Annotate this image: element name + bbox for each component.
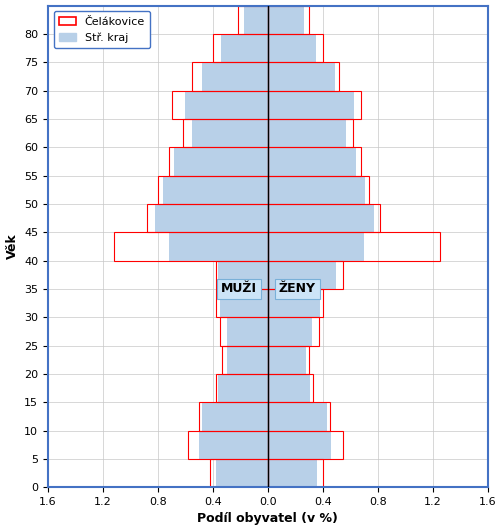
Bar — [215, 289, 267, 317]
Bar — [267, 459, 317, 487]
Bar — [192, 119, 267, 147]
Text: ŽENY: ŽENY — [278, 282, 315, 295]
Bar — [201, 62, 267, 91]
X-axis label: Podíl obyvatel (v %): Podíl obyvatel (v %) — [197, 512, 338, 526]
Bar — [114, 232, 267, 261]
Bar — [267, 232, 439, 261]
Bar — [155, 204, 267, 232]
Bar — [267, 91, 361, 119]
Bar — [267, 261, 336, 289]
Bar — [210, 459, 267, 487]
Bar — [267, 289, 322, 317]
Bar — [192, 62, 267, 91]
Bar — [267, 176, 365, 204]
Bar — [182, 119, 267, 147]
Bar — [219, 317, 267, 346]
Bar — [267, 346, 306, 374]
Bar — [226, 346, 267, 374]
Bar — [267, 147, 355, 176]
Bar — [174, 147, 267, 176]
Bar — [267, 459, 322, 487]
Bar — [168, 232, 267, 261]
Bar — [267, 119, 345, 147]
Bar — [267, 62, 339, 91]
Bar — [267, 261, 343, 289]
Bar — [267, 119, 352, 147]
Legend: Čelákovice, Stř. kraj: Čelákovice, Stř. kraj — [54, 11, 150, 48]
Bar — [199, 431, 267, 459]
Bar — [267, 34, 315, 62]
Bar — [244, 5, 267, 34]
Bar — [267, 232, 363, 261]
Bar — [168, 147, 267, 176]
Bar — [267, 91, 354, 119]
Bar — [157, 176, 267, 204]
Bar — [147, 204, 267, 232]
Bar — [267, 431, 330, 459]
Bar — [267, 204, 380, 232]
Bar — [267, 5, 309, 34]
Bar — [267, 204, 373, 232]
Bar — [215, 374, 267, 402]
Bar — [163, 176, 267, 204]
Bar — [267, 147, 361, 176]
Bar — [267, 34, 322, 62]
Bar — [222, 346, 267, 374]
Bar — [267, 346, 309, 374]
Bar — [267, 176, 369, 204]
Bar — [237, 5, 267, 34]
Bar — [212, 34, 267, 62]
Bar — [267, 62, 335, 91]
Bar — [201, 402, 267, 431]
Bar — [267, 317, 318, 346]
Bar — [199, 402, 267, 431]
Bar — [267, 374, 313, 402]
Bar — [267, 289, 319, 317]
Bar — [267, 317, 311, 346]
Bar — [220, 34, 267, 62]
Bar — [215, 261, 267, 289]
Bar — [185, 91, 267, 119]
Bar — [188, 431, 267, 459]
Bar — [267, 402, 329, 431]
Bar — [267, 374, 310, 402]
Bar — [226, 317, 267, 346]
Y-axis label: Věk: Věk — [6, 234, 19, 259]
Bar — [219, 289, 267, 317]
Bar — [267, 431, 343, 459]
Bar — [218, 261, 267, 289]
Bar — [171, 91, 267, 119]
Bar — [267, 5, 303, 34]
Bar — [215, 459, 267, 487]
Text: MUŽI: MUŽI — [220, 282, 257, 295]
Bar — [218, 374, 267, 402]
Bar — [267, 402, 326, 431]
